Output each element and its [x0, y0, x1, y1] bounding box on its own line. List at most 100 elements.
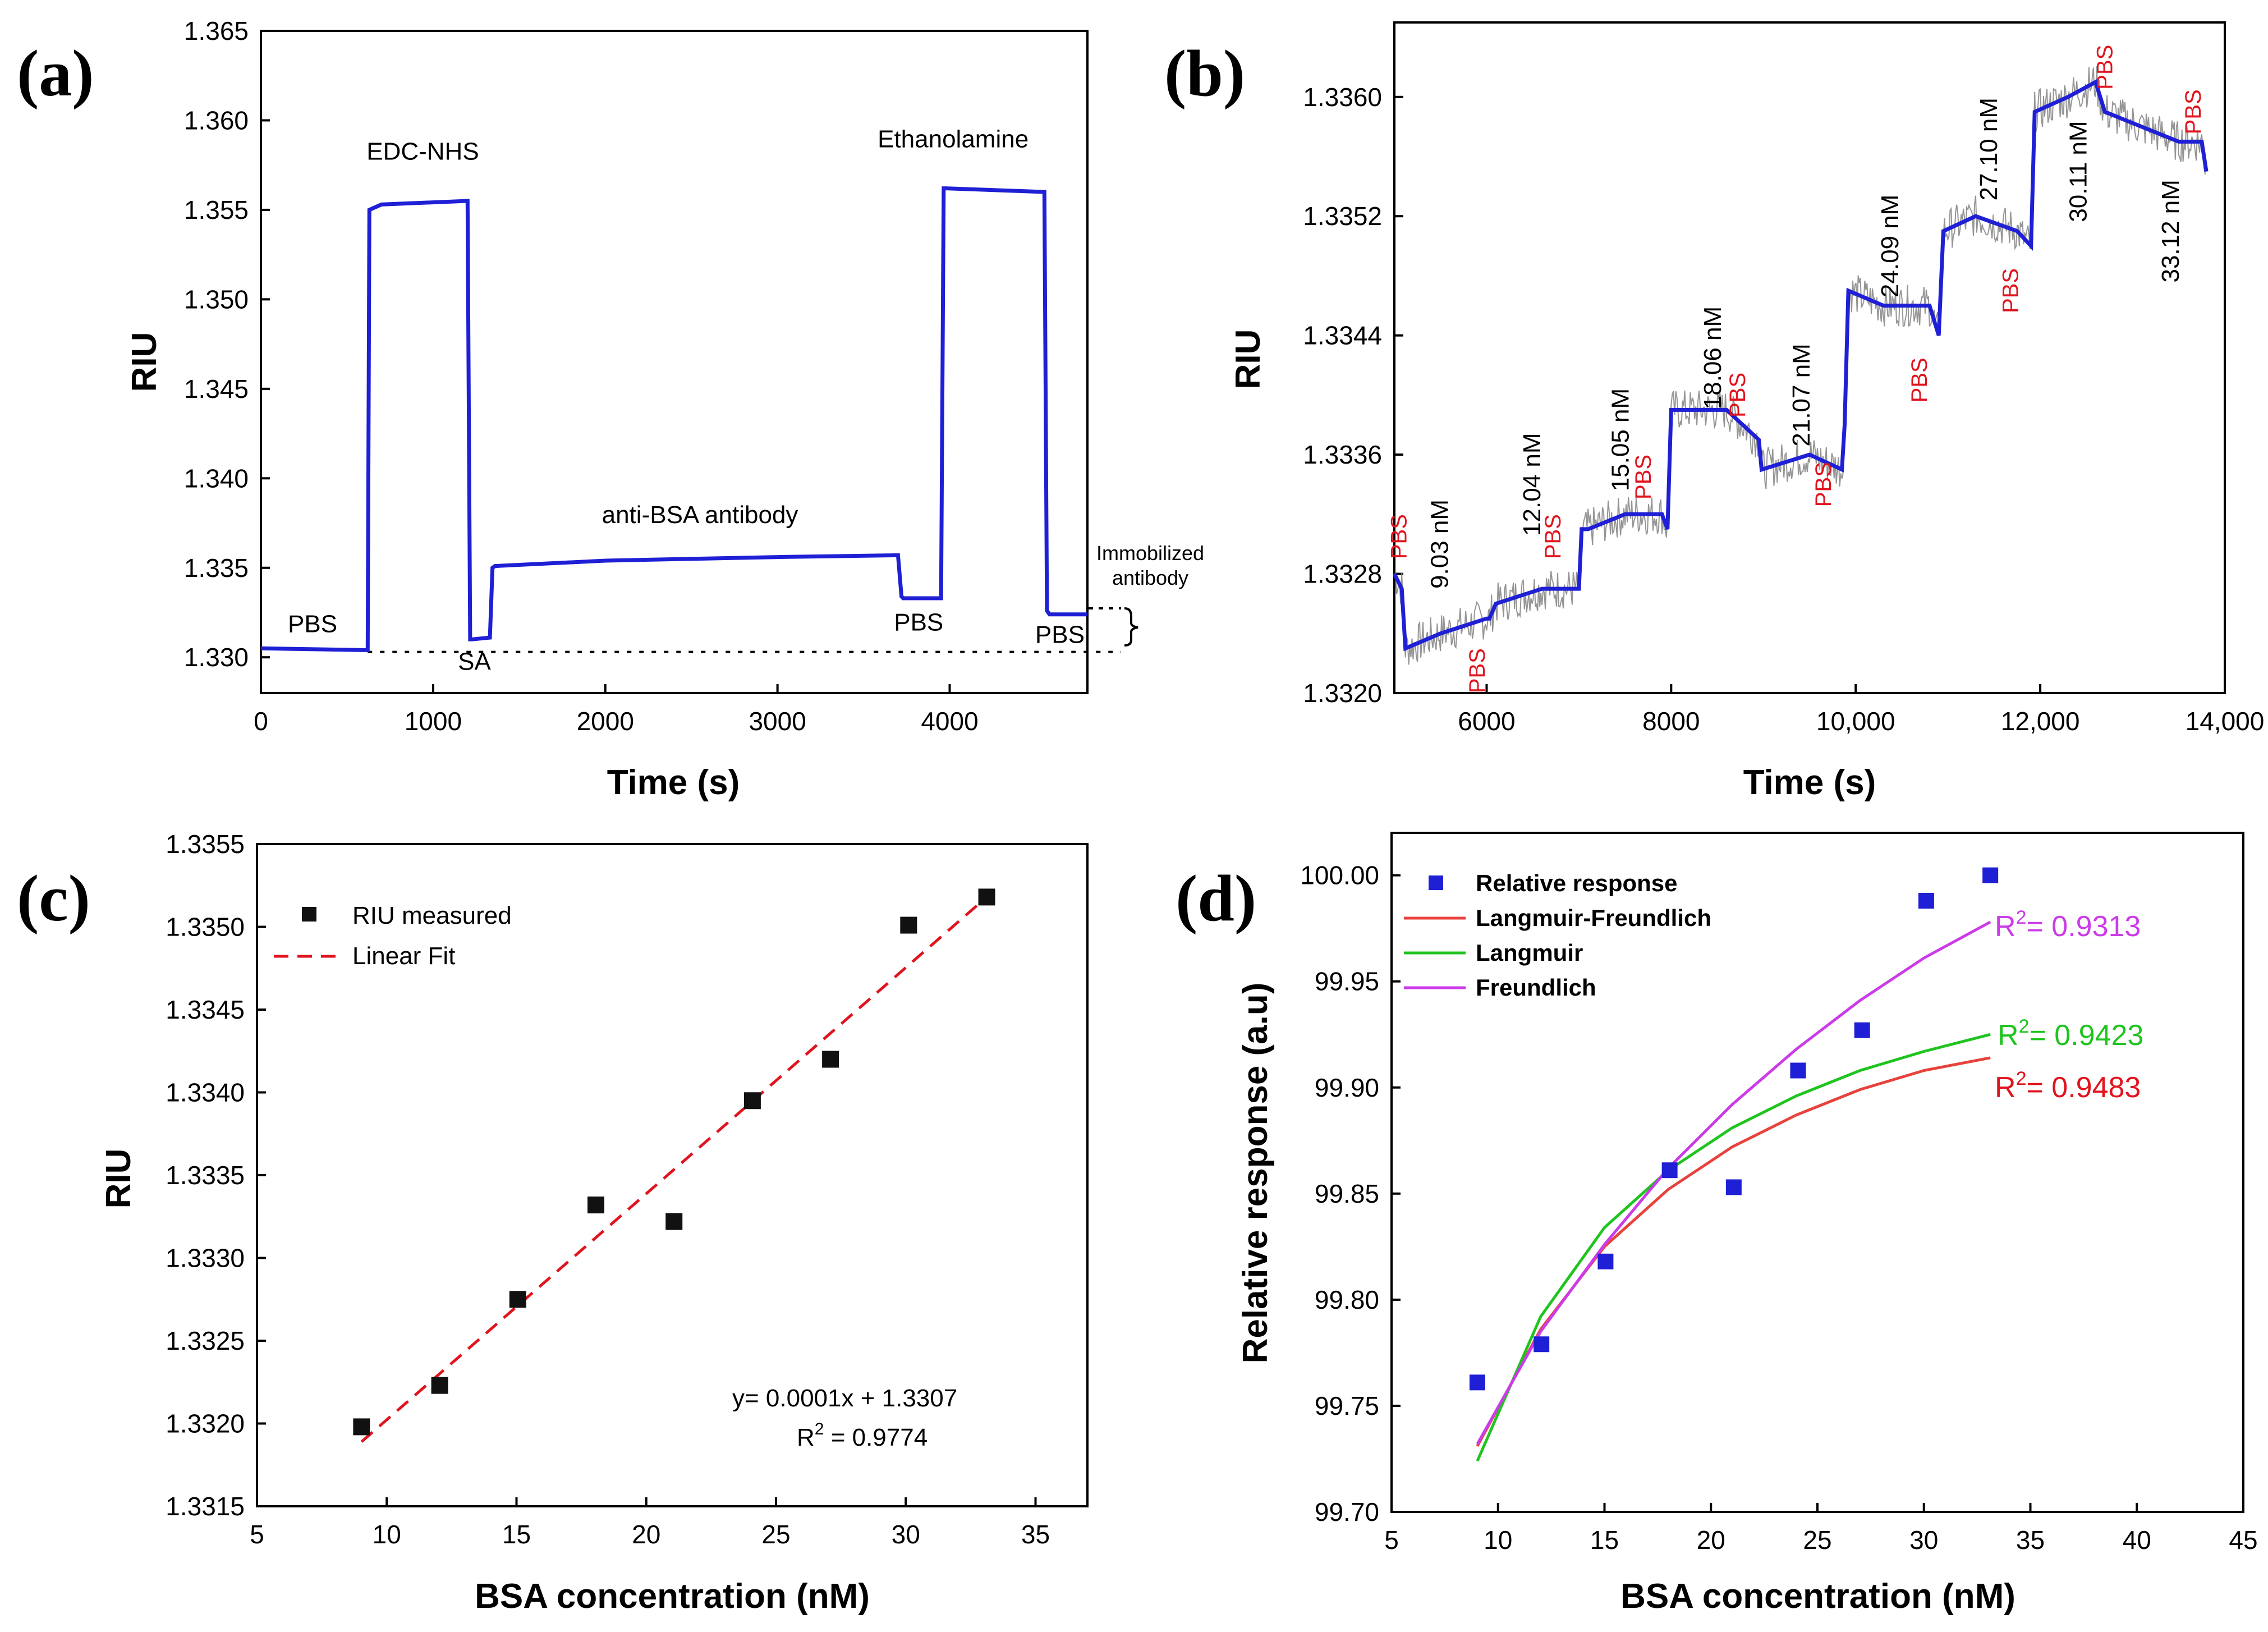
chart-a-xtick-label: 0 — [254, 707, 268, 736]
chart-b-labels: 9.03 nM 12.04 nM 15.05 nM 18.06 nM 21.07 nM 2… — [1386, 45, 2206, 694]
chart-b-series-line — [1392, 79, 2209, 652]
chart-d-ytick-label: 99.95 — [1315, 967, 1379, 996]
chart-c-ytick-label: 1.3345 — [166, 995, 245, 1024]
chart-d-xlabel: BSA concentration (nM) — [1620, 1577, 2016, 1616]
legend-relative-response-label: Relative response — [1476, 870, 1678, 896]
chart-c-point — [587, 1197, 605, 1214]
r2-freundlich: R2= 0.9313 — [1995, 907, 2141, 943]
legend-linear-fit-label: Linear Fit — [352, 942, 455, 970]
chart-a-xtick-label: 4000 — [921, 707, 978, 736]
chart-a-annotation: PBS — [894, 608, 943, 636]
chart-c-point — [431, 1377, 448, 1394]
chart-d-xtick-label: 35 — [2016, 1525, 2045, 1555]
panel-c-label: (c) — [17, 861, 90, 935]
chart-d-point — [1534, 1336, 1550, 1353]
chart-b-ytick-label: 1.3320 — [1303, 679, 1382, 708]
chart-d-point — [1918, 893, 1934, 909]
chart-b-pbs-label: PBS — [1541, 514, 1565, 559]
chart-d-xtick-label: 25 — [1803, 1525, 1831, 1555]
chart-b-concentration-label: 9.03 nM — [1426, 499, 1453, 589]
chart-c-fit-line — [360, 896, 988, 1443]
chart-c-xtick-label: 30 — [892, 1520, 920, 1549]
chart-d-point — [1982, 867, 1999, 883]
chart-a-ytick-label: 1.365 — [184, 16, 249, 45]
chart-b-concentration-label: 21.07 nM — [1788, 343, 1815, 446]
chart-d-point — [1597, 1253, 1614, 1269]
chart-b-ytick-label: 1.3344 — [1303, 321, 1382, 350]
chart-a-series-line — [260, 186, 1087, 653]
chart-b-xtick-label: 14,000 — [2186, 707, 2265, 736]
panel-b-label: (b) — [1164, 36, 1245, 110]
chart-c-xtick-label: 5 — [250, 1520, 264, 1549]
chart-c-ytick-label: 1.3335 — [166, 1161, 245, 1190]
chart-d-ytick-label: 99.75 — [1315, 1391, 1379, 1420]
chart-a-frame — [260, 30, 1089, 694]
chart-a-annotation: SA — [458, 648, 491, 676]
chart-b-xtick-label: 12,000 — [2001, 707, 2080, 736]
chart-c-xtick-label: 25 — [761, 1520, 790, 1549]
fit-equation: y= 0.0001x + 1.3307 — [732, 1385, 957, 1412]
panel-a-label: (a) — [17, 36, 94, 110]
chart-b-pbs-label: PBS — [1999, 268, 2023, 313]
chart-d-point — [1469, 1374, 1485, 1391]
legend-riu-measured-marker — [302, 907, 316, 922]
chart-a-annotation: Ethanolamine — [878, 125, 1029, 153]
chart-a-annotation: EDC-NHS — [366, 138, 479, 166]
chart-a-ytick-label: 1.340 — [184, 464, 249, 493]
chart-b-ytick-label: 1.3352 — [1303, 201, 1382, 231]
chart-d-xtick-label: 15 — [1590, 1525, 1619, 1555]
chart-b-xlabel: Time (s) — [1743, 763, 1876, 802]
chart-c-ytick-label: 1.3350 — [166, 913, 245, 942]
r2-langmuir: R2= 0.9423 — [1998, 1016, 2143, 1052]
chart-c-xtick-label: 35 — [1021, 1520, 1050, 1549]
chart-c-ytick-label: 1.3330 — [166, 1244, 245, 1273]
chart-d-points — [1469, 867, 1999, 1391]
chart-b-concentration-label: 18.06 nM — [1699, 306, 1727, 409]
chart-c-point — [978, 888, 995, 906]
chart-b-ticks: 6000 8000 10,000 12,000 14,000 1.3320 1.3328 1.… — [1303, 82, 2264, 736]
chart-d-ytick-label: 99.85 — [1315, 1179, 1379, 1208]
chart-a-xtick-label: 1000 — [405, 707, 462, 736]
chart-b-xtick-label: 6000 — [1458, 707, 1515, 736]
chart-b-concentration-label: 15.05 nM — [1607, 388, 1635, 491]
chart-b-xtick-label: 10,000 — [1816, 707, 1895, 736]
chart-b-ylabel: RIU — [1229, 329, 1268, 389]
chart-c-xtick-label: 15 — [502, 1520, 531, 1549]
chart-b-concentration-label: 33.12 nM — [2157, 180, 2184, 282]
chart-b-pbs-label: PBS — [2092, 45, 2117, 90]
legend-riu-measured-label: RIU measured — [352, 902, 512, 929]
chart-c-point — [665, 1213, 683, 1230]
chart-b-ytick-label: 1.3328 — [1303, 560, 1382, 589]
chart-b-concentration-label: 30.11 nM — [2064, 121, 2092, 222]
immobilized-label-line2: antibody — [1112, 566, 1188, 589]
chart-d-fit-line — [1476, 920, 1991, 1445]
legend-relative-response-marker — [1429, 875, 1443, 890]
chart-d-point — [1790, 1062, 1806, 1079]
chart-b-concentration-label: 12.04 nM — [1518, 433, 1546, 535]
chart-a-ytick-label: 1.335 — [184, 553, 249, 583]
legend-freundlich-label: Freundlich — [1476, 974, 1596, 1001]
chart-b-pbs-label: PBS — [2181, 89, 2206, 134]
chart-a-xtick-label: 2000 — [577, 707, 634, 736]
chart-b-frame — [1393, 21, 2226, 694]
chart-a-annotations: PBS EDC-NHS SA anti-BSA antibody PBS Ethanola… — [288, 125, 1085, 675]
chart-d-xtick-label: 10 — [1484, 1525, 1512, 1555]
chart-c-point — [900, 916, 917, 934]
chart-c: 5 10 15 20 25 30 35 1.3315 1.3320 1.3325 1.3330 1.3… — [99, 829, 1089, 1616]
chart-b-ytick-label: 1.3360 — [1303, 82, 1382, 112]
chart-a-annotation: PBS — [1035, 621, 1085, 649]
chart-d-xtick-label: 20 — [1697, 1525, 1725, 1555]
chart-d-ytick-label: 100.00 — [1300, 861, 1379, 890]
chart-d-fit-lines — [1476, 920, 1991, 1462]
chart-c-ytick-label: 1.3325 — [166, 1326, 245, 1355]
chart-d-xtick-label: 45 — [2229, 1525, 2257, 1555]
chart-d-ylabel: Relative response (a.u) — [1236, 983, 1275, 1364]
chart-b-pbs-label: PBS — [1631, 455, 1656, 499]
chart-c-ytick-label: 1.3315 — [166, 1492, 245, 1521]
r2-langmuir-freundlich: R2= 0.9483 — [1995, 1068, 2141, 1104]
chart-d-point — [1854, 1022, 1870, 1038]
chart-d-xtick-label: 40 — [2123, 1525, 2151, 1555]
chart-a-annotation: anti-BSA antibody — [602, 501, 798, 529]
chart-c-xlabel: BSA concentration (nM) — [475, 1577, 870, 1616]
